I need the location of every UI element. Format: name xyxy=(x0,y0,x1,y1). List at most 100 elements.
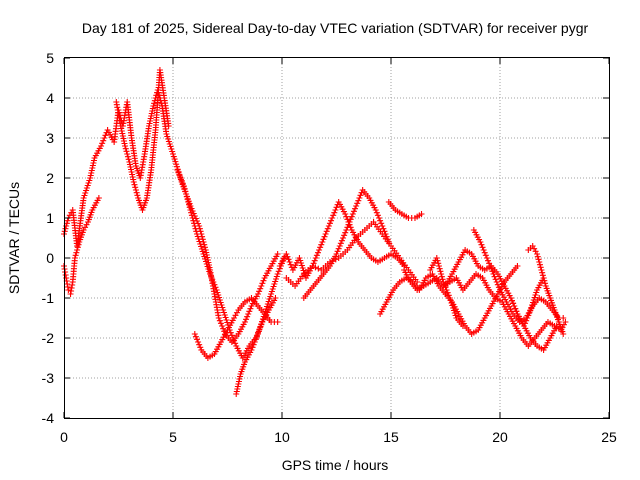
data-point xyxy=(316,247,323,253)
data-point xyxy=(245,311,252,317)
data-point xyxy=(320,236,327,243)
data-point xyxy=(439,276,446,283)
data-point xyxy=(257,285,264,292)
data-point xyxy=(195,339,202,345)
data-point xyxy=(354,200,361,207)
data-point xyxy=(333,251,340,257)
data-point xyxy=(488,265,495,272)
data-point xyxy=(311,257,318,264)
data-point xyxy=(74,247,81,253)
data-point xyxy=(324,225,331,232)
data-point xyxy=(72,252,79,259)
y-tick-label: 4 xyxy=(46,90,54,106)
x-tick-label: 15 xyxy=(383,429,399,445)
data-point xyxy=(444,289,451,296)
data-point xyxy=(435,263,442,269)
y-tick-label: -2 xyxy=(42,330,55,346)
data-point xyxy=(438,271,445,277)
data-point xyxy=(381,228,388,235)
data-point xyxy=(487,263,494,269)
data-point xyxy=(342,229,349,236)
data-point xyxy=(179,180,186,187)
series-trace xyxy=(470,227,567,325)
data-point xyxy=(346,219,353,225)
data-point xyxy=(341,232,348,239)
data-point xyxy=(150,103,157,109)
data-point xyxy=(95,195,102,201)
data-point xyxy=(436,265,443,272)
data-point xyxy=(435,260,442,267)
data-point xyxy=(440,279,447,285)
data-point xyxy=(71,255,78,261)
data-marks xyxy=(61,67,569,397)
data-point xyxy=(174,167,181,173)
data-point xyxy=(357,192,364,199)
data-point xyxy=(232,340,239,347)
data-point xyxy=(321,233,328,240)
data-point xyxy=(193,336,200,343)
y-tick-label: 3 xyxy=(46,130,54,146)
data-point xyxy=(358,189,365,196)
data-point xyxy=(209,276,216,283)
data-point xyxy=(317,244,324,251)
data-point xyxy=(355,197,362,204)
data-point xyxy=(177,175,184,181)
data-point xyxy=(489,268,496,275)
data-point xyxy=(310,260,317,267)
data-point xyxy=(486,260,493,267)
data-point xyxy=(75,241,82,248)
data-point xyxy=(340,235,347,241)
data-point xyxy=(283,251,290,257)
data-point xyxy=(64,217,71,224)
data-point xyxy=(175,169,182,176)
data-point xyxy=(356,195,363,201)
data-point xyxy=(284,253,291,260)
y-axis-label: SDTVAR / TECUs xyxy=(6,182,22,294)
data-point xyxy=(251,339,258,345)
data-point xyxy=(132,187,139,193)
data-point xyxy=(250,341,257,348)
data-point xyxy=(353,203,360,209)
grid xyxy=(64,58,609,418)
data-point xyxy=(246,308,253,315)
y-tick-label: 1 xyxy=(46,210,54,226)
data-point xyxy=(335,245,342,252)
data-point xyxy=(125,156,132,163)
data-point xyxy=(494,281,501,288)
data-point xyxy=(334,248,341,255)
data-point xyxy=(183,193,190,200)
data-point xyxy=(319,239,326,245)
data-point xyxy=(201,244,208,251)
data-point xyxy=(349,211,356,217)
data-point xyxy=(73,249,80,256)
data-point xyxy=(433,255,440,261)
data-point xyxy=(165,123,172,129)
data-point xyxy=(479,244,486,251)
data-point xyxy=(513,308,520,315)
data-point xyxy=(315,265,322,272)
data-point xyxy=(510,300,517,307)
data-point xyxy=(191,331,198,337)
series-trace xyxy=(427,255,466,329)
data-point xyxy=(542,280,549,287)
data-point xyxy=(65,287,72,293)
data-point xyxy=(539,272,546,279)
data-point xyxy=(535,256,542,263)
data-point xyxy=(274,271,281,277)
data-point xyxy=(74,244,81,251)
chart-title: Day 181 of 2025, Sidereal Day-to-day VTE… xyxy=(82,20,589,36)
x-tick-label: 10 xyxy=(274,429,290,445)
data-point xyxy=(492,276,499,283)
data-point xyxy=(350,208,357,215)
data-point xyxy=(328,217,335,224)
data-point xyxy=(247,305,254,312)
x-axis-label: GPS time / hours xyxy=(282,457,389,473)
data-point xyxy=(232,312,239,319)
data-point xyxy=(258,283,265,289)
data-point xyxy=(210,279,217,285)
data-point xyxy=(215,315,222,321)
y-axis-ticks: -4 -3 -2 -1 0 1 2 3 4 5 xyxy=(42,50,609,426)
data-point xyxy=(124,153,131,160)
plot-frame xyxy=(64,57,610,419)
